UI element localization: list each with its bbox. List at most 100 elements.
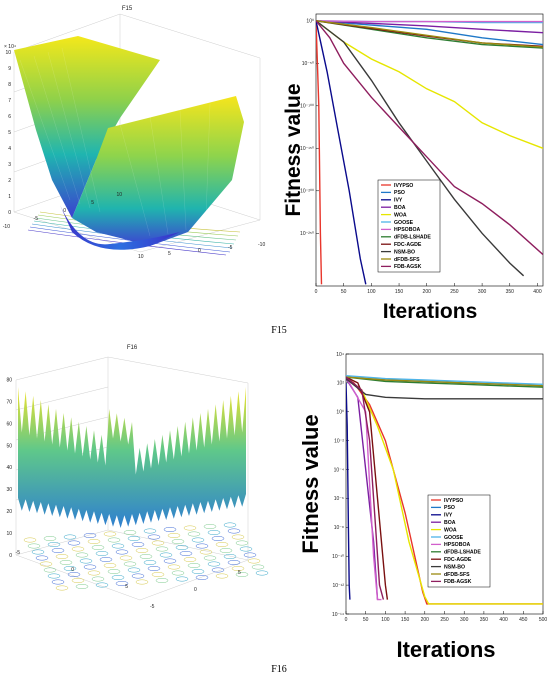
f16-contour-ring [47, 542, 61, 547]
f15-valley-right-wall [72, 96, 244, 246]
f15-y-tick-2: 0 [63, 208, 66, 214]
x-tick-label: 250 [440, 617, 449, 623]
f16-contour-ring [191, 537, 205, 543]
f16-contour-ring [103, 563, 117, 568]
legend-label-boa: BOA [394, 205, 406, 211]
f16-contour-ring [51, 548, 65, 553]
f15-x-tick-1: -5 [228, 245, 233, 251]
f15-z-tick-9: 9 [8, 66, 11, 72]
legend-label-nsm-bo: NSM-BO [394, 249, 415, 255]
x-tick-label: 100 [381, 617, 390, 623]
f16-contour-ring [183, 557, 197, 562]
f16-contour-ring [107, 537, 121, 543]
series-line-hpsoboa [346, 376, 382, 601]
f16-z-tick-2: 20 [6, 509, 12, 515]
f16-contour-ring [67, 572, 81, 577]
f16-contour-ring [215, 573, 229, 579]
f15-x-tick-labels: -10 -5 0 5 10 [138, 242, 265, 260]
caption-f15: F15 [271, 325, 287, 336]
f15-y-tick-0: -10 [3, 224, 10, 230]
f16-y-tick-1: 0 [71, 567, 74, 573]
legend-label-pso: PSO [444, 505, 455, 511]
x-tick-label: 0 [315, 289, 318, 295]
y-tick-label: 10⁰ [336, 410, 344, 416]
x-tick-label: 50 [341, 289, 347, 295]
f15-z-tick-4: 4 [8, 146, 11, 152]
f16-contour-ring [195, 575, 209, 580]
f16-contour-ring [95, 551, 109, 556]
f16-contour-ring [111, 543, 125, 549]
x-tick-label: 400 [533, 289, 542, 295]
f16-contour-ring [159, 552, 173, 558]
f16-contour-ring [155, 578, 169, 583]
x-tick-label: 150 [395, 289, 404, 295]
f15-y-tick-4: 10 [116, 192, 122, 198]
f16-contour-ring [63, 534, 77, 540]
f16-contour-ring [147, 566, 161, 571]
legend-label-hpsoboa: HPSOBOA [444, 542, 470, 548]
f16-contour-ring [139, 554, 153, 559]
f16-contour-ring [127, 536, 141, 541]
f16-contour-ring [187, 563, 201, 568]
f16-contour-ring [207, 530, 221, 535]
x-tick-label: 150 [401, 617, 410, 623]
f16-contour-ring [251, 564, 265, 570]
x-tick-label: 200 [421, 617, 430, 623]
f15-valley-left-wall [14, 36, 160, 218]
f16-contour-ring [127, 567, 141, 573]
f16-y-axis-label: Fitness value [298, 414, 323, 553]
f16-contour-ring [219, 548, 233, 553]
f16-contour-ring [223, 554, 237, 559]
f16-contour-ring [231, 534, 245, 540]
legend-label-boa: BOA [444, 520, 456, 526]
f16-contour-ring [247, 558, 261, 564]
f15-z-tick-0: 0 [8, 210, 11, 216]
f16-contour-ring [51, 579, 65, 585]
x-tick-label: 400 [499, 617, 508, 623]
f16-multimodal-surface [18, 387, 246, 528]
y-tick-label: 10⁴ [336, 352, 344, 358]
f16-contour-ring [91, 545, 105, 550]
f15-z-tick-6: 6 [8, 114, 11, 120]
f16-contour-ring [107, 569, 121, 574]
legend-label-ivypso: IVYPSO [394, 183, 413, 189]
f15-convergence-lines [316, 20, 543, 285]
f16-contour-ring [243, 552, 257, 558]
f16-z-tick-7: 70 [6, 400, 12, 406]
f16-contour-ring [163, 527, 177, 532]
f16-y-tick-2: 5 [125, 584, 128, 590]
legend-label-woa: WOA [394, 212, 407, 218]
f16-x-tick-1: 0 [194, 587, 197, 593]
legend-label-goose: GOOSE [444, 535, 464, 541]
f15-surface-plot: F15 × 10⁴ 0 1 2 3 4 5 6 7 8 9 10 [3, 6, 266, 260]
f16-contour-ring [123, 561, 137, 567]
y-tick-label: 10⁻¹⁴ [332, 612, 344, 618]
legend-label-pso: PSO [394, 190, 405, 196]
f16-x-tick-labels: -5 0 5 [150, 570, 241, 610]
f15-z-multiplier: × 10⁴ [4, 44, 16, 50]
f16-contour-ring [207, 561, 221, 567]
f16-contour-ring [203, 524, 217, 529]
f16-contour-ring [99, 557, 113, 562]
f16-contour-ring [75, 584, 89, 589]
x-tick-label: 350 [506, 289, 515, 295]
f16-contour-ring [27, 543, 41, 549]
y-tick-label: 10⁻²⁰⁰ [300, 189, 314, 195]
series-line-dfdb-sfs [316, 20, 543, 48]
f16-y-tick-labels: -5 0 5 [16, 550, 129, 590]
f16-contour-ring [211, 567, 225, 573]
series-line-pso [316, 20, 543, 46]
legend-box [377, 179, 441, 273]
series-line-fdb-agsk [346, 376, 385, 600]
series-line-ivy [316, 20, 367, 285]
f15-convergence-plot: 10⁰ 10⁻⁵⁰ 10⁻¹⁰⁰ 10⁻¹⁵⁰ 10⁻²⁰⁰ 10⁻²⁵⁰ 0 50 100 1… [282, 13, 544, 323]
f15-z-tick-10: 10 [5, 50, 11, 56]
f16-contour-ring [147, 534, 161, 540]
series-line-ivypso [316, 20, 323, 285]
f16-contour-ring [191, 569, 205, 574]
f16-contour-ring [167, 564, 181, 570]
f15-z-tick-5: 5 [8, 130, 11, 136]
x-tick-label: 100 [367, 289, 376, 295]
legend-label-goose: GOOSE [394, 220, 414, 226]
